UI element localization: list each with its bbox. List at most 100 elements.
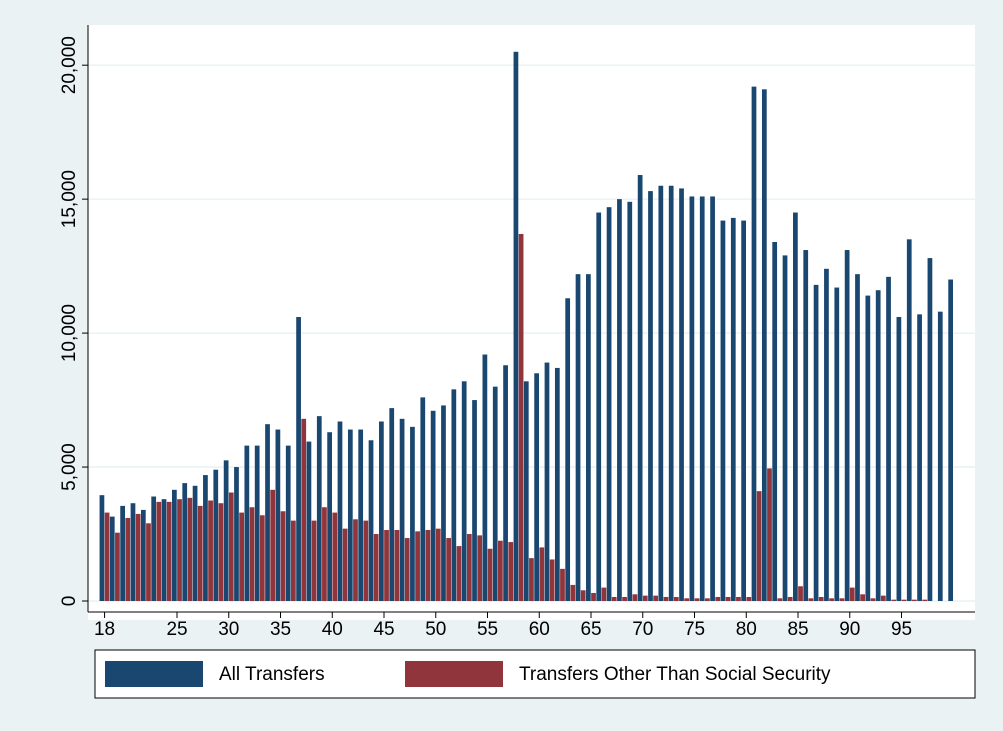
bar (446, 538, 452, 601)
bar (203, 475, 208, 601)
bar (886, 276, 891, 601)
bar (668, 185, 674, 601)
bar (358, 429, 364, 601)
x-tick-label: 70 (632, 619, 653, 640)
bar (637, 175, 643, 602)
bar (259, 515, 265, 601)
bar (684, 598, 690, 601)
bar (244, 445, 250, 601)
bar (125, 517, 131, 601)
bar (513, 51, 519, 601)
bar (508, 542, 514, 601)
bar (151, 496, 157, 601)
bar (705, 598, 710, 601)
bar (399, 418, 405, 601)
bar (322, 507, 327, 601)
bar (492, 386, 498, 601)
x-tick-label: 60 (529, 619, 550, 640)
x-tick-label: 80 (736, 619, 757, 640)
bar (404, 538, 410, 601)
bar (316, 416, 322, 601)
bar (311, 520, 317, 601)
bar (554, 367, 560, 601)
bar (617, 199, 622, 602)
bar (782, 255, 788, 601)
bar (213, 469, 219, 601)
bar (270, 489, 276, 601)
bar (591, 592, 596, 601)
x-tick-label: 65 (580, 619, 601, 640)
bar (384, 530, 389, 601)
y-tick-label: 0 (59, 596, 80, 607)
bar (347, 429, 353, 601)
bar (472, 400, 477, 601)
bar (565, 298, 571, 601)
bar (177, 499, 182, 601)
x-tick-label: 45 (373, 619, 394, 640)
bar (115, 532, 120, 601)
bar (793, 212, 798, 601)
legend-label: All Transfers (219, 664, 325, 685)
bar (865, 295, 871, 601)
bar (197, 505, 203, 601)
bar (451, 389, 457, 601)
bar (699, 196, 705, 602)
bar (187, 497, 193, 601)
bar (182, 483, 188, 601)
x-tick-label: 90 (839, 619, 860, 640)
bar (239, 512, 244, 601)
bar (104, 512, 110, 601)
bar (844, 250, 850, 601)
bar (642, 595, 648, 601)
bar (461, 381, 467, 601)
bar (751, 86, 757, 602)
bar (296, 317, 301, 601)
bar (710, 196, 715, 602)
bar (435, 528, 441, 601)
bar (912, 599, 917, 601)
bar (99, 495, 105, 601)
bar (834, 287, 840, 601)
bar (917, 314, 922, 601)
bar (503, 365, 508, 601)
bar (218, 503, 224, 601)
bar (746, 596, 752, 601)
bar (694, 598, 700, 601)
bar (891, 599, 897, 601)
bar (368, 440, 374, 601)
bar (415, 531, 420, 601)
bar (208, 500, 213, 601)
bar (389, 408, 395, 601)
x-tick-label: 25 (166, 619, 187, 640)
bar (301, 418, 307, 601)
bar (736, 596, 741, 601)
bar (353, 519, 358, 601)
bar (410, 426, 415, 601)
bar (265, 424, 270, 601)
bar (430, 410, 436, 601)
x-tick-label: 18 (94, 619, 115, 640)
bar (767, 468, 772, 601)
bar (922, 599, 928, 601)
bar (539, 547, 545, 601)
bar (679, 188, 684, 601)
bar (192, 485, 198, 601)
bar (441, 405, 446, 601)
legend-swatch (405, 661, 503, 687)
bar (575, 274, 581, 601)
bar (498, 540, 503, 601)
bar (632, 594, 638, 601)
x-tick-label: 50 (425, 619, 446, 640)
x-tick-label: 35 (270, 619, 291, 640)
bar (529, 558, 534, 601)
y-tick-label: 20,000 (59, 36, 80, 94)
bar (379, 421, 384, 601)
bar (580, 590, 586, 601)
legend-swatch (105, 661, 203, 687)
bar (166, 501, 172, 601)
bar (948, 279, 954, 601)
bar (741, 220, 747, 602)
bar (720, 220, 726, 602)
bar (875, 290, 881, 601)
bar (601, 587, 607, 601)
